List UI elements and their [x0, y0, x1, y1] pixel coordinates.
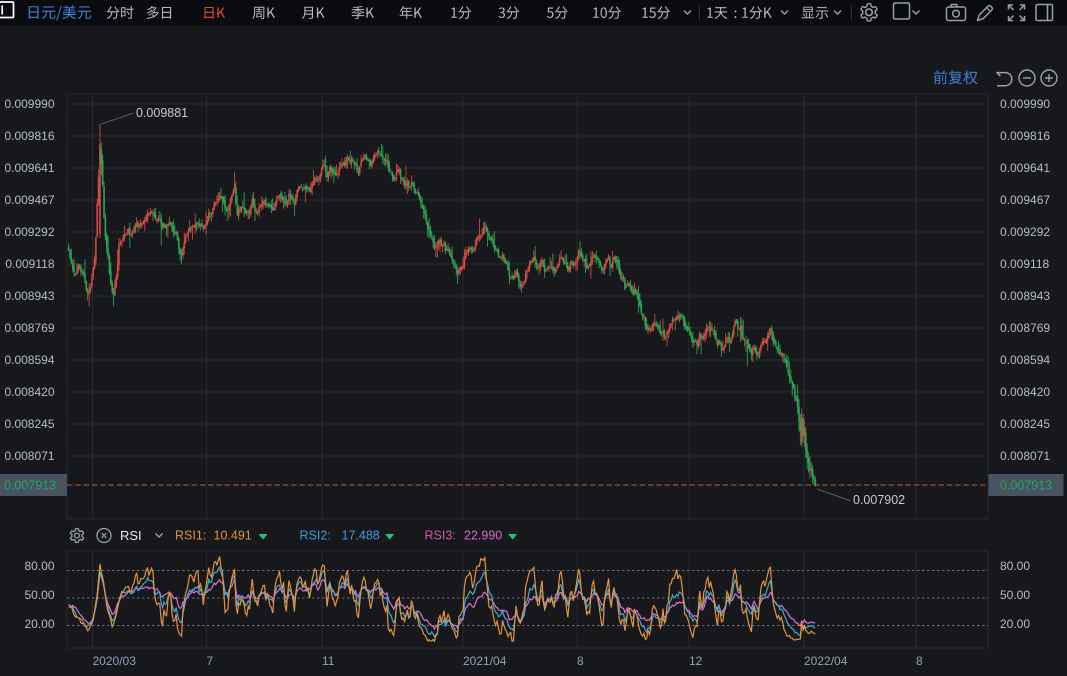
svg-text:0.009881: 0.009881	[136, 106, 188, 120]
svg-text:8: 8	[916, 654, 923, 668]
svg-text:0.008071: 0.008071	[1000, 449, 1050, 463]
svg-text:0.009990: 0.009990	[4, 97, 54, 111]
svg-text:0.009990: 0.009990	[1000, 97, 1050, 111]
svg-text:17.488: 17.488	[342, 529, 380, 543]
svg-text:0.009467: 0.009467	[1000, 193, 1050, 207]
svg-text:11: 11	[322, 654, 335, 668]
svg-text:20.00: 20.00	[1000, 617, 1030, 631]
svg-text:0.008594: 0.008594	[1000, 353, 1050, 367]
svg-text:0.007913: 0.007913	[1000, 479, 1052, 493]
svg-text:0.009118: 0.009118	[1000, 257, 1049, 271]
svg-text:2020/03: 2020/03	[93, 654, 137, 668]
svg-text:0.008594: 0.008594	[4, 353, 54, 367]
svg-text:RSI1:: RSI1:	[175, 529, 206, 543]
svg-text:0.008420: 0.008420	[1000, 385, 1050, 399]
svg-text:0.009641: 0.009641	[1000, 161, 1050, 175]
svg-text:0.009641: 0.009641	[4, 161, 54, 175]
svg-text:80.00: 80.00	[1000, 559, 1030, 573]
svg-text:0.008245: 0.008245	[4, 417, 54, 431]
svg-text:RSI3:: RSI3:	[425, 529, 456, 543]
svg-text:0.009292: 0.009292	[1000, 225, 1050, 239]
svg-text:2022/04: 2022/04	[804, 654, 848, 668]
svg-text:0.009816: 0.009816	[1000, 129, 1050, 143]
svg-text:RSI: RSI	[120, 528, 142, 543]
svg-text:0.009816: 0.009816	[4, 129, 54, 143]
svg-text:0.008420: 0.008420	[4, 385, 54, 399]
svg-text:0.009467: 0.009467	[4, 193, 54, 207]
svg-text:2021/04: 2021/04	[463, 654, 507, 668]
svg-text:0.009118: 0.009118	[5, 257, 54, 271]
svg-text:50.00: 50.00	[1000, 588, 1030, 602]
svg-text:0.008245: 0.008245	[1000, 417, 1050, 431]
svg-text:RSI2:: RSI2:	[300, 529, 331, 543]
svg-text:0.007902: 0.007902	[853, 493, 905, 507]
svg-text:0.008769: 0.008769	[1000, 321, 1050, 335]
svg-text:0.008071: 0.008071	[4, 449, 54, 463]
svg-text:0.008943: 0.008943	[4, 289, 54, 303]
svg-text:7: 7	[207, 654, 214, 668]
svg-text:0.008769: 0.008769	[4, 321, 54, 335]
svg-text:50.00: 50.00	[24, 588, 54, 602]
svg-text:0.007913: 0.007913	[4, 479, 56, 493]
svg-text:12: 12	[689, 654, 703, 668]
svg-text:0.008943: 0.008943	[1000, 289, 1050, 303]
svg-text:0.009292: 0.009292	[4, 225, 54, 239]
svg-text:80.00: 80.00	[24, 559, 54, 573]
svg-text:22.990: 22.990	[464, 529, 502, 543]
svg-text:8: 8	[577, 654, 584, 668]
svg-text:10.491: 10.491	[214, 529, 252, 543]
svg-text:20.00: 20.00	[24, 617, 54, 631]
